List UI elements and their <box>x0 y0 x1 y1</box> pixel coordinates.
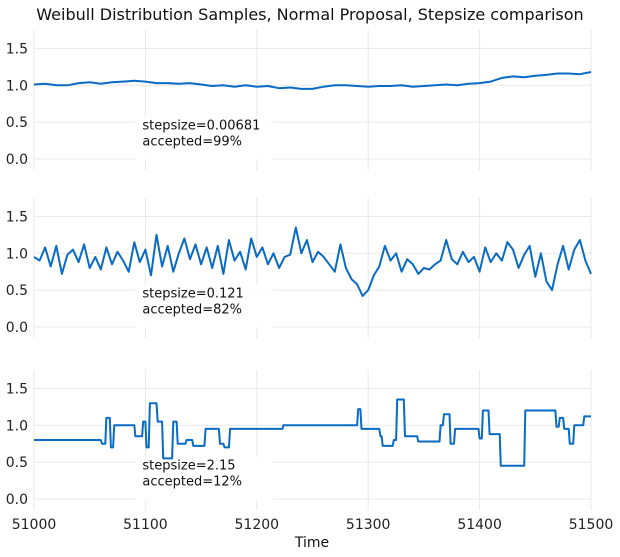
annotation-background <box>135 116 274 161</box>
y-tick-label: 0.5 <box>6 115 28 131</box>
y-tick-label: 0.0 <box>6 492 28 508</box>
y-tick-label: 1.0 <box>6 418 28 434</box>
annotation-line: stepsize=0.00681 <box>142 118 260 133</box>
annotation-line: accepted=12% <box>142 474 242 489</box>
y-tick-label: 1.0 <box>6 78 28 94</box>
annotation-line: accepted=99% <box>142 134 242 149</box>
x-tick-label: 51300 <box>346 517 391 533</box>
x-tick-label: 51100 <box>123 517 168 533</box>
annotation-background <box>135 456 274 501</box>
y-tick-label: 0.0 <box>6 320 28 336</box>
x-tick-label: 51000 <box>12 517 57 533</box>
x-axis: 51000 51100 51200 51300 51400 51500 <box>12 517 614 533</box>
series-line <box>34 398 591 467</box>
y-tick-label: 0.5 <box>6 283 28 299</box>
annotation-line: stepsize=2.15 <box>142 458 235 473</box>
chart-title: Weibull Distribution Samples, Normal Pro… <box>36 5 583 24</box>
y-tick-label: 0.0 <box>6 152 28 168</box>
annotation-background <box>135 284 274 329</box>
panels: 0.0 0.5 1.0 1.5 stepsize=0.00681accepted=99%… <box>6 30 592 510</box>
series-line <box>33 226 592 297</box>
x-tick-label: 51500 <box>569 517 614 533</box>
x-tick-label: 51200 <box>235 517 280 533</box>
y-tick-label: 1.5 <box>6 41 28 57</box>
annotation-line: stepsize=0.121 <box>142 286 243 301</box>
series-line <box>33 71 592 90</box>
x-axis-label: Time <box>294 535 329 551</box>
annotation-line: accepted=82% <box>142 302 242 317</box>
x-tick-label: 51400 <box>457 517 502 533</box>
y-tick-label: 0.5 <box>6 455 28 471</box>
y-tick-label: 1.5 <box>6 381 28 397</box>
y-tick-label: 1.0 <box>6 246 28 262</box>
y-tick-label: 1.5 <box>6 209 28 225</box>
